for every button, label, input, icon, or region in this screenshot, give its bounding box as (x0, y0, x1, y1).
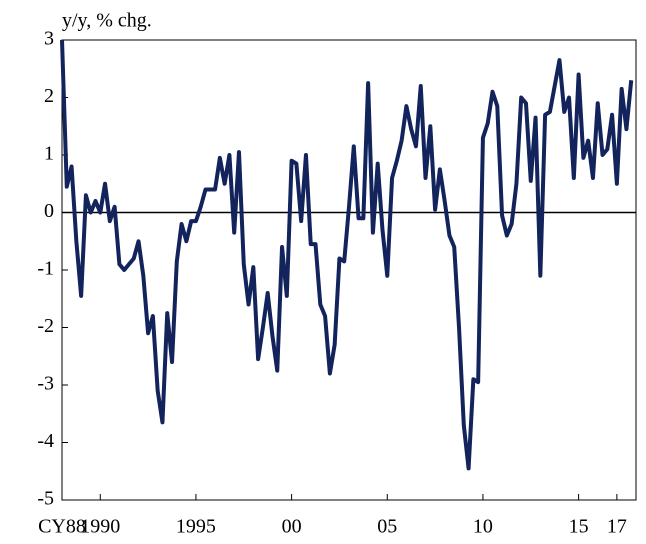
y-tick-label: -4 (37, 430, 54, 452)
x-tick-label: 15 (569, 516, 589, 538)
x-tick-label: 17 (607, 516, 627, 538)
x-tick-label: 1990 (80, 516, 120, 538)
y-tick-label: -3 (37, 373, 54, 395)
x-tick-label: 05 (377, 516, 397, 538)
data-line (60, 39, 634, 471)
y-tick-label: 2 (44, 85, 54, 107)
y-tick-label: -1 (37, 258, 54, 280)
x-tick-label: 1995 (176, 516, 216, 538)
y-axis-label: y/y, % chg. (62, 10, 152, 32)
x-tick-label: 00 (282, 516, 302, 538)
x-tick-label: 10 (473, 516, 493, 538)
y-tick-label: 0 (44, 200, 54, 222)
plot-frame (61, 39, 637, 501)
y-tick-label: -5 (37, 488, 54, 510)
y-tick-label: -2 (37, 315, 54, 337)
x-tick-label: CY88 (38, 516, 86, 538)
y-tick-label: 3 (44, 28, 54, 50)
y-tick-label: 1 (44, 143, 54, 165)
